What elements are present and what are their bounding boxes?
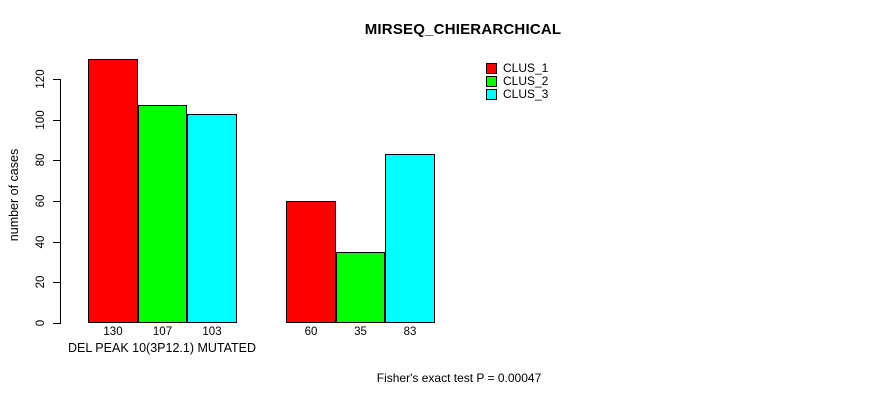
y-tick-mark xyxy=(53,201,60,202)
y-tick-label: 40 xyxy=(35,235,47,249)
y-tick-mark xyxy=(53,160,60,161)
y-tick-mark xyxy=(53,120,60,121)
y-tick-label: 100 xyxy=(35,110,47,130)
bar-value-label: 130 xyxy=(103,326,123,338)
y-tick-label: 20 xyxy=(35,275,47,289)
y-tick-mark xyxy=(53,282,60,283)
bar-value-label: 60 xyxy=(304,326,318,338)
y-tick-label: 60 xyxy=(35,194,47,208)
y-tick-label: 80 xyxy=(35,153,47,167)
bar-clus_3-group1 xyxy=(187,114,237,323)
legend-swatch-clus-1-icon xyxy=(486,63,497,74)
legend-swatch-clus-2-icon xyxy=(486,76,497,87)
legend-label: CLUS_3 xyxy=(503,87,549,101)
legend-swatch-clus-3-icon xyxy=(486,89,497,100)
bar-clus_2-group1 xyxy=(138,105,187,323)
y-tick-label: 0 xyxy=(35,319,47,327)
chart-title: MIRSEQ_CHIERARCHICAL xyxy=(364,21,562,38)
y-tick-mark xyxy=(53,242,60,243)
legend: CLUS_1 CLUS_2 CLUS_3 xyxy=(486,62,548,101)
legend-item-clus-3: CLUS_3 xyxy=(486,88,548,101)
bar-value-label: 35 xyxy=(354,326,367,338)
legend-item-clus-2: CLUS_2 xyxy=(486,75,548,88)
y-axis-line xyxy=(60,79,61,324)
bar-clus_1-group1 xyxy=(88,59,138,323)
legend-label: CLUS_1 xyxy=(503,61,549,75)
annotation-fisher-test: Fisher's exact test P = 0.00047 xyxy=(376,371,542,385)
legend-label: CLUS_2 xyxy=(503,74,549,88)
y-tick-mark xyxy=(53,79,60,80)
legend-item-clus-1: CLUS_1 xyxy=(486,62,548,75)
bar-clus_1-group2 xyxy=(286,201,336,323)
bar-value-label: 103 xyxy=(202,326,222,338)
y-tick-mark xyxy=(53,323,60,324)
y-tick-label: 120 xyxy=(35,69,47,89)
x-axis-label: DEL PEAK 10(3P12.1) MUTATED xyxy=(67,341,257,355)
bar-clus_3-group2 xyxy=(385,154,435,323)
bar-value-label: 107 xyxy=(152,326,173,338)
bar-value-label: 83 xyxy=(403,326,417,338)
bar-clus_2-group2 xyxy=(336,252,385,323)
y-axis-label: number of cases xyxy=(7,148,21,242)
